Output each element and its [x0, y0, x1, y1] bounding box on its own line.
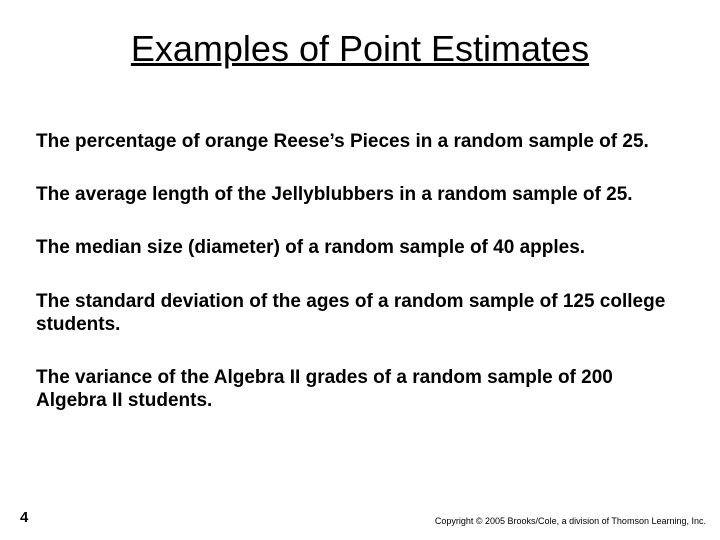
page-number: 4 — [20, 509, 28, 526]
slide-title: Examples of Point Estimates — [0, 28, 720, 70]
list-item: The standard deviation of the ages of a … — [36, 290, 676, 336]
slide: Examples of Point Estimates The percenta… — [0, 0, 720, 540]
list-item: The variance of the Algebra II grades of… — [36, 366, 676, 412]
list-item: The median size (diameter) of a random s… — [36, 236, 676, 259]
copyright-text: Copyright © 2005 Brooks/Cole, a division… — [435, 516, 706, 526]
slide-body: The percentage of orange Reese’s Pieces … — [36, 130, 676, 442]
list-item: The percentage of orange Reese’s Pieces … — [36, 130, 676, 153]
list-item: The average length of the Jellyblubbers … — [36, 183, 676, 206]
